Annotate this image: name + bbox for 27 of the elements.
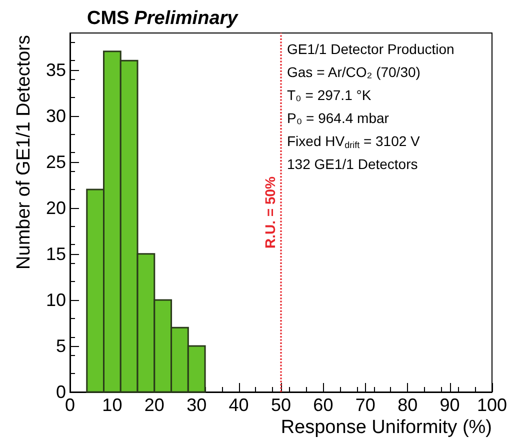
x-tick-label: 30 [186,395,207,415]
x-tick-label: 70 [355,395,376,415]
x-tick-label: 80 [398,395,418,415]
x-tick-label: 60 [313,395,334,415]
x-axis-title: Response Uniformity (%) [280,417,492,438]
y-tick-label: 25 [46,152,66,172]
annotation: P₀ = 964.4 mbar [287,110,390,126]
x-tick-label: 100 [476,395,508,415]
chart-title: CMS Preliminary [87,8,240,29]
annotation: 132 GE1/1 Detectors [287,156,418,172]
y-tick-label: 10 [46,290,66,310]
annotation: GE1/1 Detector Production [287,41,454,57]
y-tick-label: 0 [56,382,66,402]
x-tick-label: 40 [228,395,249,415]
y-axis-title: Number of GE1/1 Detectors [14,35,34,270]
x-tick-label: 20 [144,395,164,415]
annotation: Gas = Ar/CO₂ (70/30) [287,64,420,80]
x-tick-label: 90 [440,395,460,415]
x-tick-label: 10 [102,395,122,415]
x-tick-label: 50 [270,395,292,415]
y-tick-label: 5 [56,336,66,356]
y-tick-label: 30 [46,106,66,126]
ref-line-label: R.U. = 50% [262,176,278,248]
y-tick-label: 35 [46,60,66,80]
annotation: T₀ = 297.1 °K [287,87,372,103]
y-tick-label: 15 [46,244,66,264]
y-tick-label: 20 [46,198,66,218]
